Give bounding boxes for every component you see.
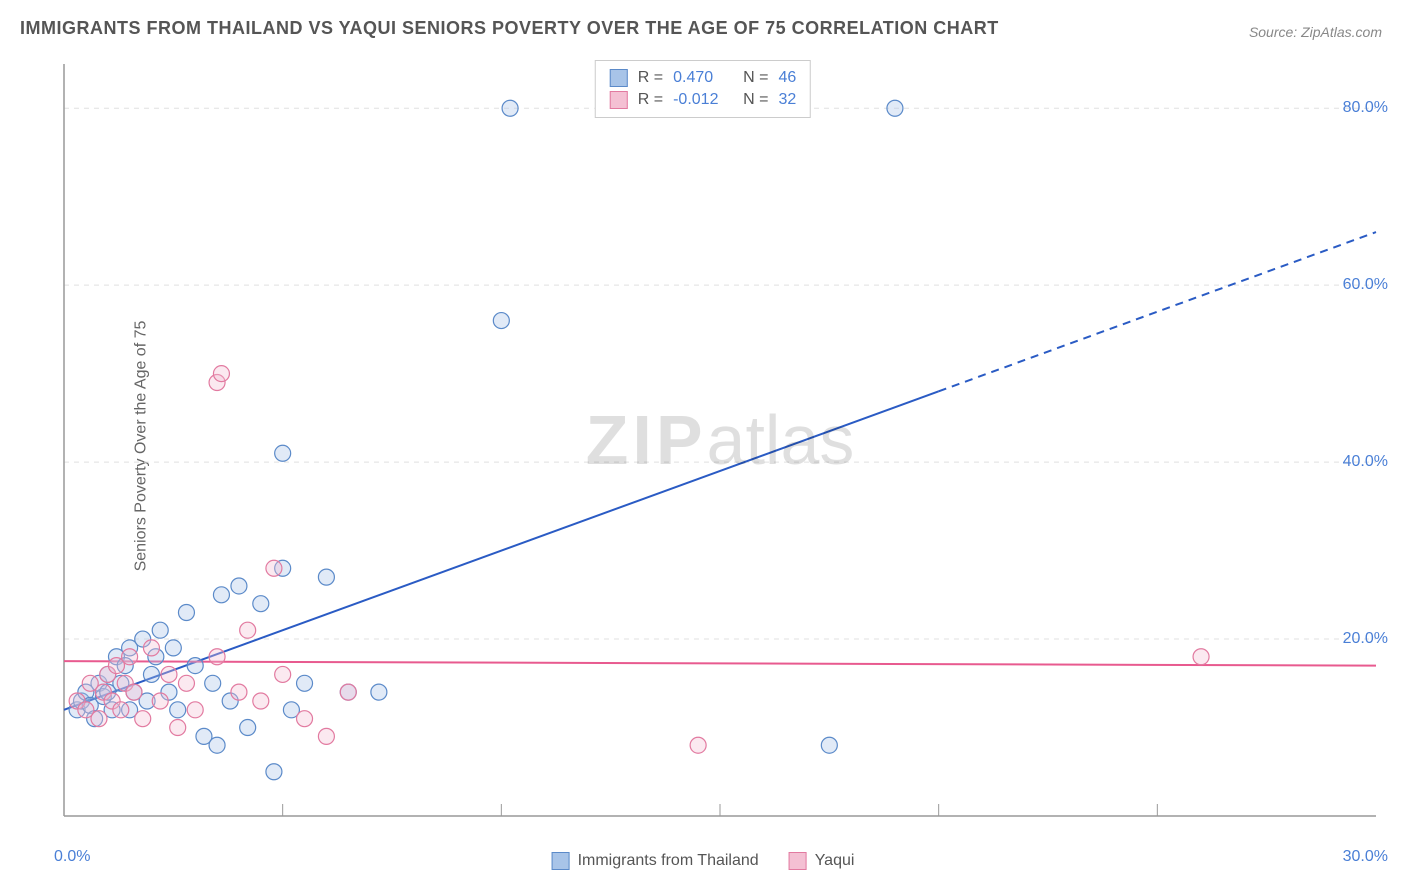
correlation-legend: R = 0.470 N = 46 R = -0.012 N = 32 <box>595 60 811 118</box>
y-tick-label: 60.0% <box>1343 276 1388 294</box>
series-legend-label: Immigrants from Thailand <box>578 852 759 870</box>
series-legend-item: Immigrants from Thailand <box>552 852 759 870</box>
y-tick-label: 20.0% <box>1343 630 1388 648</box>
n-label: N = <box>743 69 768 87</box>
scatter-plot-svg <box>60 60 1380 820</box>
series-legend-item: Yaqui <box>789 852 855 870</box>
correlation-legend-row: R = 0.470 N = 46 <box>610 67 796 89</box>
source-name: ZipAtlas.com <box>1301 24 1382 40</box>
n-label: N = <box>743 91 768 109</box>
legend-swatch <box>552 852 570 870</box>
legend-swatch <box>789 852 807 870</box>
plot-area: ZIPatlas <box>60 60 1380 820</box>
n-value: 32 <box>778 91 796 109</box>
legend-swatch <box>610 69 628 87</box>
legend-swatch <box>610 91 628 109</box>
y-tick-label: 40.0% <box>1343 453 1388 471</box>
x-min-label: 0.0% <box>54 848 90 866</box>
chart-container: IMMIGRANTS FROM THAILAND VS YAQUI SENIOR… <box>0 0 1406 892</box>
r-label: R = <box>638 69 663 87</box>
r-value: -0.012 <box>673 91 733 109</box>
source-prefix: Source: <box>1249 24 1301 40</box>
r-value: 0.470 <box>673 69 733 87</box>
y-tick-label: 80.0% <box>1343 99 1388 117</box>
correlation-legend-row: R = -0.012 N = 32 <box>610 89 796 111</box>
chart-title: IMMIGRANTS FROM THAILAND VS YAQUI SENIOR… <box>20 18 999 39</box>
series-legend-label: Yaqui <box>815 852 855 870</box>
source-credit: Source: ZipAtlas.com <box>1249 24 1382 40</box>
x-max-label: 30.0% <box>1343 848 1388 866</box>
series-legend: Immigrants from Thailand Yaqui <box>552 852 855 870</box>
n-value: 46 <box>778 69 796 87</box>
r-label: R = <box>638 91 663 109</box>
